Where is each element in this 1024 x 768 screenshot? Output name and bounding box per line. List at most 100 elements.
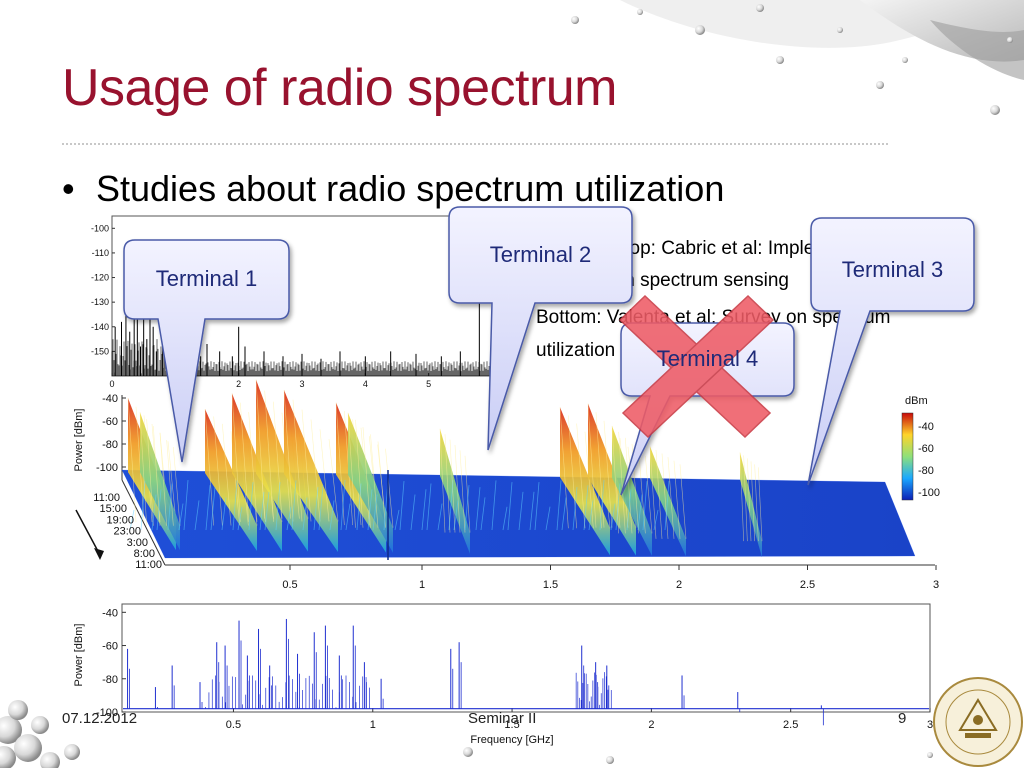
bullet-text: Studies about radio spectrum utilization: [96, 168, 725, 209]
waterfall-ridge-line: [222, 423, 232, 526]
top-x-tick-label: 0: [109, 379, 114, 389]
waterfall-x-tick-label: 3: [933, 579, 939, 591]
waterfall-ridges: [127, 379, 763, 560]
top-y-tick-label: -140: [91, 322, 109, 332]
bottom-x-tick-label: 0.5: [226, 719, 241, 731]
waterfall-noise-spike: [394, 509, 400, 531]
waterfall-noise-spike: [318, 485, 324, 531]
waterfall-ridge-line: [750, 461, 755, 542]
terminal-1-label: Terminal 1: [155, 266, 258, 291]
bottom-y-tick-label: -40: [102, 607, 118, 619]
waterfall-ridge-line: [362, 427, 371, 528]
waterfall-noise-spike: [599, 480, 605, 531]
waterfall-time-tick-label: 11:00: [135, 559, 162, 571]
waterfall-ridge-line: [139, 412, 147, 526]
waterfall-y-tick-label: -100: [96, 462, 118, 474]
bullet-item: • Studies about radio spectrum utilizatio…: [62, 168, 724, 210]
waterfall-noise-spike: [367, 489, 373, 531]
waterfall-time-tick-label: 11:00: [93, 492, 120, 504]
waterfall-noise-spike: [437, 503, 443, 531]
waterfall-ridge-line: [301, 409, 312, 522]
waterfall-noise-spike: [507, 482, 513, 531]
colorbar-tick-label: -40: [918, 421, 934, 433]
waterfall-noise-spike: [518, 491, 524, 531]
waterfall-noise-spike: [372, 494, 378, 531]
waterfall-ridge-line: [679, 464, 687, 539]
waterfall-ridge-line: [743, 455, 748, 542]
colorbar-ticks: -40 -60 -80 -100: [918, 421, 940, 499]
waterfall-noise-spike: [156, 489, 162, 531]
waterfall-noise-spike: [205, 485, 211, 531]
bottom-x-tick-label: 2: [648, 719, 654, 731]
waterfall-noise-spike: [583, 485, 589, 531]
waterfall-noise-spike: [259, 491, 265, 531]
waterfall-ridge-line: [739, 452, 744, 542]
waterfall-noise-spike: [313, 487, 319, 531]
footer-title: Seminar II: [468, 710, 537, 727]
bottom-x-tick-label: 1.5: [504, 719, 519, 731]
waterfall-ridge: [284, 389, 338, 552]
waterfall-noise-spike: [291, 480, 297, 531]
waterfall-time-tick-label: 15:00: [99, 503, 127, 515]
waterfall-noise-spike: [356, 483, 362, 531]
waterfall-x-tick-label: 0.5: [282, 579, 297, 591]
waterfall-ridge-line: [319, 429, 330, 522]
waterfall-noise-spike: [545, 506, 551, 531]
waterfall-noise-spike: [232, 480, 238, 531]
waterfall-y-tick-label: -60: [102, 416, 118, 428]
waterfall-power-ticks: -40 -60 -80 -100: [96, 393, 126, 474]
waterfall-ridge-line: [159, 433, 167, 526]
waterfall-noise-spike: [183, 480, 189, 531]
waterfall-ridge-line: [454, 444, 461, 533]
waterfall-ridge-line: [173, 446, 181, 526]
waterfall-ridge-line: [166, 440, 174, 526]
waterfall-noise-spike: [529, 491, 535, 531]
waterfall-noise-spike: [453, 500, 459, 531]
colorbar-tick-label: -100: [918, 487, 940, 499]
waterfall-ridge: [650, 446, 686, 557]
waterfall-ridge: [348, 412, 393, 553]
waterfall-noise-spike: [561, 497, 567, 531]
waterfall-x-tick-label: 1: [419, 579, 425, 591]
waterfall-noise-spike: [588, 500, 594, 531]
waterfall-ridge: [256, 379, 308, 552]
bottom-plot-frame: [121, 603, 931, 713]
waterfall-y-tick-label: -80: [102, 439, 118, 451]
waterfall-noise-spike: [345, 503, 351, 531]
waterfall-ridge-line: [595, 412, 605, 528]
waterfall-ridge: [560, 407, 610, 556]
waterfall-ridge-line: [385, 448, 394, 528]
colorbar-tick-label: -60: [918, 443, 934, 455]
waterfall-noise-spike: [194, 500, 200, 531]
waterfall-noise-spike: [491, 480, 497, 531]
waterfall-y-tick-label: -40: [102, 393, 118, 405]
terminal-2-callout: [448, 206, 633, 451]
terminal-3-label: Terminal 3: [841, 257, 944, 282]
waterfall-noise-spike: [286, 506, 292, 531]
waterfall-ridge-line: [603, 420, 613, 528]
waterfall-ridge-line: [310, 419, 321, 522]
waterfall-freq-ticks: 0.5 1 1.5 2 2.5 3: [282, 565, 939, 591]
bottom-y-label: Power [dBm]: [73, 624, 85, 687]
waterfall-x-tick-label: 2: [676, 579, 682, 591]
waterfall-ridge-line: [167, 441, 177, 523]
waterfall-ridge-line: [584, 431, 594, 529]
waterfall-ridge-line: [204, 408, 214, 526]
waterfall-time-tick-label: 19:00: [106, 514, 134, 526]
waterfall-ridge-line: [459, 450, 466, 533]
spheres-icon: [0, 4, 1013, 768]
waterfall-noise-spike: [502, 506, 508, 531]
waterfall-ridge-line: [127, 398, 137, 523]
waterfall-noise-spike: [178, 503, 184, 531]
waterfall-ridge-line: [618, 431, 626, 534]
bottom-y-tick-label: -60: [102, 641, 118, 653]
waterfall-time-axis: [121, 479, 166, 566]
waterfall-ridge: [205, 408, 257, 551]
waterfall-noise-spike: [464, 485, 470, 531]
bullet-marker: •: [62, 168, 75, 209]
top-x-tick-label: 2: [236, 379, 241, 389]
footer-date: 07.12.2012: [62, 710, 138, 727]
